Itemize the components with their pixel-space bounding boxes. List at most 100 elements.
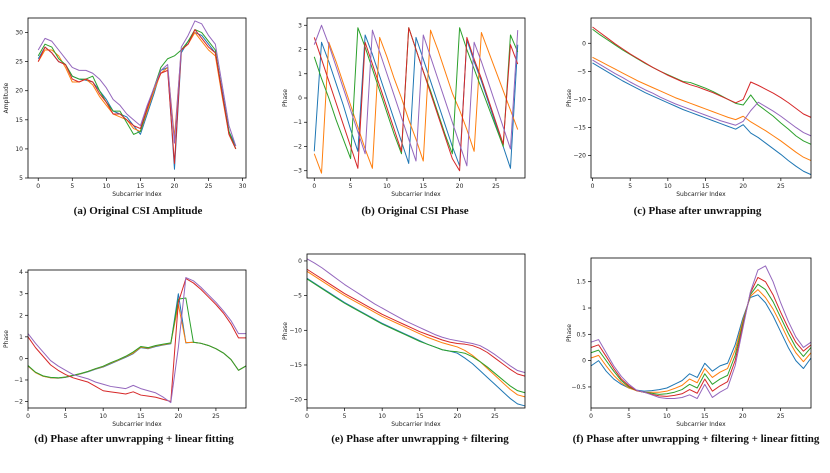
x-tick-label: 20 [739,183,747,190]
series-line-4 [590,276,812,397]
y-tick-label: 2 [298,47,302,54]
x-tick-label: 10 [378,413,386,420]
series-line-1 [27,293,247,379]
plot-frame [590,257,812,409]
x-tick-label: 0 [26,413,30,420]
plot-frame [306,253,526,409]
x-tick-label: 5 [628,183,632,190]
caption-d: (d) Phase after unwrapping + linear fitt… [34,433,234,445]
y-tick-label: 15 [15,117,23,124]
y-tick-label: −15 [573,124,586,131]
y-tick-label: 1.5 [576,279,586,286]
y-tick-label: −1 [293,119,302,126]
series-line-1 [37,32,237,170]
series-line-4 [37,29,237,164]
series-line-2 [306,270,526,398]
x-tick-label: 10 [103,183,111,190]
series-line-1 [313,34,519,169]
y-tick-label: −15 [289,362,302,369]
x-tick-label: 10 [664,183,672,190]
y-tick-label: −2 [293,143,302,150]
y-tick-label: 30 [15,30,23,37]
y-tick-label: 0 [582,40,586,47]
x-tick-label: 10 [99,413,107,420]
y-axis-label: Amplitude [3,82,10,113]
x-tick-label: 20 [454,413,462,420]
series-line-5 [590,265,812,400]
x-tick-label: 15 [137,413,145,420]
x-tick-label: 0 [591,183,595,190]
caption-e: (e) Phase after unwrapping + filtering [331,433,509,445]
x-tick-label: 0 [312,183,316,190]
series-line-3 [27,297,247,379]
x-tick-label: 10 [663,413,671,420]
caption-f: (f) Phase after unwrapping + filtering +… [572,433,820,445]
series-line-3 [592,28,812,145]
series-line-4 [306,268,526,377]
series-line-3 [306,278,526,394]
y-axis-label: Phase [566,324,573,342]
series-line-1 [306,277,526,407]
y-tick-label: 4 [19,269,23,276]
x-tick-label: 5 [70,183,74,190]
series-line-4 [27,278,246,403]
y-tick-label: 0 [582,358,586,365]
x-tick-label: 20 [171,183,179,190]
chart-panel-a: 0 5 10 15 20 25 30 5 10 15 20 25 30 Subcarrier Index A… [3,17,247,198]
x-axis-label: Subcarrier Index [676,421,726,428]
series-line-1 [590,294,812,392]
y-tick-label: −10 [573,96,586,103]
chart-panel-e: 0 5 10 15 20 25 −20 −15 −10 −5 0 Subcarrier Index Ph… [282,253,526,428]
series-line-2 [313,29,519,174]
series-line-2 [590,289,812,393]
y-axis-label: Phase [566,89,573,107]
x-tick-label: 20 [175,413,183,420]
y-tick-label: 0 [19,355,23,362]
series-line-4 [313,27,519,172]
series-line-2 [592,56,812,162]
caption-a: (a) Original CSI Amplitude [73,205,203,217]
x-tick-label: 0 [589,413,593,420]
y-tick-label: 1 [19,334,23,341]
x-tick-label: 5 [349,183,353,190]
x-tick-label: 15 [702,183,710,190]
plot-frame [27,269,247,409]
x-tick-label: 25 [777,183,785,190]
x-axis-label: Subcarrier Index [391,191,441,198]
series-line-3 [37,29,237,150]
x-tick-label: 5 [64,413,68,420]
y-tick-label: 20 [15,88,23,95]
x-tick-label: 20 [739,413,747,420]
x-axis-label: Subcarrier Index [112,191,162,198]
plot-frame [590,17,812,179]
x-tick-label: 25 [492,183,500,190]
series-line-3 [590,283,812,395]
y-tick-label: 0 [298,258,302,265]
series-line-5 [306,258,526,374]
x-tick-label: 15 [416,413,424,420]
series-line-2 [37,32,237,150]
x-tick-label: 30 [239,183,247,190]
y-tick-label: −10 [289,327,302,334]
y-axis-label: Phase [282,89,289,107]
chart-panel-d: 0 5 10 15 20 25 −2 −1 0 1 2 3 4 Subcarrier Index Phase [3,269,247,428]
x-tick-label: 25 [491,413,499,420]
y-tick-label: −3 [293,168,302,175]
caption-b: (b) Original CSI Phase [361,205,469,217]
x-tick-label: 5 [343,413,347,420]
x-tick-label: 5 [627,413,631,420]
x-tick-label: 0 [305,413,309,420]
y-tick-label: −2 [14,399,23,406]
x-axis-label: Subcarrier Index [676,191,726,198]
caption-c: (c) Phase after unwrapping [633,205,762,217]
y-tick-label: 3 [19,291,23,298]
x-axis-label: Subcarrier Index [391,421,441,428]
y-tick-label: −20 [289,397,302,404]
series-line-1 [592,62,812,176]
y-tick-label: 5 [19,175,23,182]
series-line-5 [313,24,519,167]
x-tick-label: 25 [205,183,213,190]
x-tick-label: 0 [36,183,40,190]
y-tick-label: −5 [577,68,586,75]
y-axis-label: Phase [3,330,10,348]
